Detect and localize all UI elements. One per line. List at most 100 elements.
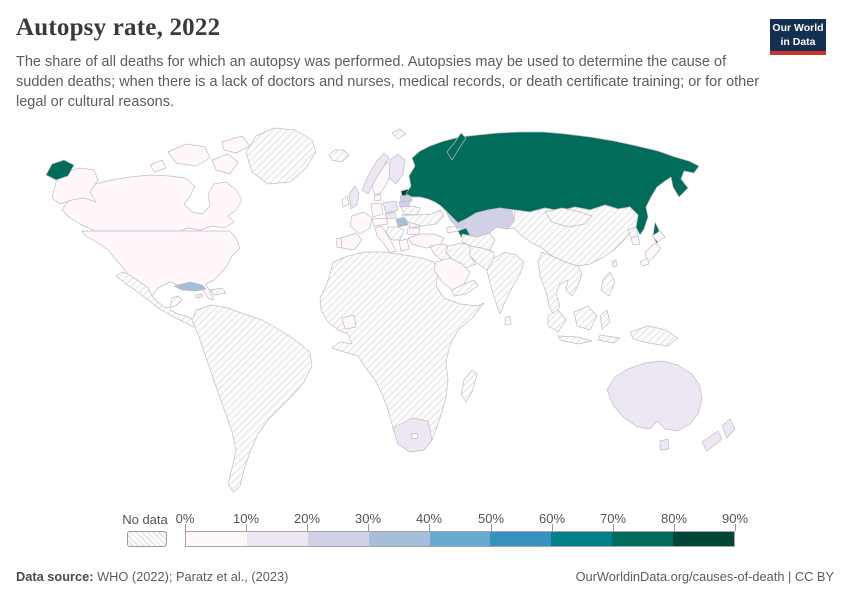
country-russia-chukotka[interactable] bbox=[45, 159, 75, 181]
country-new-zealand-south[interactable] bbox=[701, 430, 723, 452]
country-georgia[interactable] bbox=[445, 225, 459, 234]
country-canada-island[interactable] bbox=[221, 135, 251, 154]
country-italy[interactable] bbox=[374, 225, 397, 254]
region-java[interactable] bbox=[557, 335, 593, 345]
region-southeast-asia[interactable] bbox=[537, 251, 583, 317]
region-sumatra[interactable] bbox=[547, 309, 567, 333]
region-madagascar[interactable] bbox=[460, 369, 478, 403]
country-ireland[interactable] bbox=[341, 195, 350, 208]
country-czechia[interactable] bbox=[384, 211, 397, 220]
region-belarus[interactable] bbox=[400, 205, 421, 216]
country-canada-island[interactable] bbox=[167, 143, 211, 167]
country-russia-novaya-zemlya[interactable] bbox=[446, 132, 467, 161]
page-title: Autopsy rate, 2022 bbox=[16, 14, 221, 41]
region-yemen-oman[interactable] bbox=[451, 279, 479, 297]
country-hungary[interactable] bbox=[395, 216, 409, 228]
legend-tick bbox=[307, 524, 308, 531]
region-jamaica[interactable] bbox=[195, 293, 203, 299]
legend-tick bbox=[735, 524, 736, 531]
country-greece[interactable] bbox=[398, 238, 410, 252]
country-australia-tasmania[interactable] bbox=[659, 438, 670, 451]
legend-bin-5[interactable] bbox=[490, 532, 552, 546]
region-lesser-sunda[interactable] bbox=[597, 334, 621, 344]
legend-tick-label: 70% bbox=[599, 511, 627, 526]
legend-tick-label: 80% bbox=[660, 511, 688, 526]
country-france[interactable] bbox=[349, 211, 373, 235]
legend-bin-2[interactable] bbox=[307, 532, 369, 546]
country-norway[interactable] bbox=[361, 152, 390, 195]
region-lesotho[interactable] bbox=[410, 432, 419, 440]
owid-link[interactable]: OurWorldinData.org/causes-of-death | CC … bbox=[575, 569, 834, 584]
country-cuba[interactable] bbox=[173, 281, 207, 292]
legend-no-data-label: No data bbox=[122, 512, 168, 527]
legend-bin-4[interactable] bbox=[429, 532, 491, 546]
legend-bin-0[interactable] bbox=[186, 532, 247, 546]
legend-color-bar bbox=[185, 531, 735, 547]
country-portugal[interactable] bbox=[335, 237, 343, 249]
owid-logo-line2: in Data bbox=[780, 35, 816, 48]
legend-bin-8[interactable] bbox=[673, 532, 735, 546]
region-taiwan[interactable] bbox=[611, 259, 618, 268]
owid-logo[interactable]: Our World in Data bbox=[770, 19, 826, 56]
legend-tick bbox=[491, 524, 492, 531]
country-japan-kyushu[interactable] bbox=[639, 257, 650, 267]
legend-tick bbox=[429, 524, 430, 531]
data-source-note: Data source: WHO (2022); Paratz et al., … bbox=[16, 569, 288, 584]
region-philippines[interactable] bbox=[600, 271, 616, 297]
legend-tick-label: 10% bbox=[232, 511, 260, 526]
legend-no-data-swatch[interactable] bbox=[127, 531, 167, 547]
legend-tick bbox=[552, 524, 553, 531]
country-denmark[interactable] bbox=[373, 193, 382, 202]
country-japan-hokkaido[interactable] bbox=[651, 230, 666, 243]
legend-tick bbox=[613, 524, 614, 531]
region-svalbard[interactable] bbox=[391, 128, 407, 140]
legend-tick bbox=[368, 524, 369, 531]
legend-bin-3[interactable] bbox=[368, 532, 430, 546]
region-ukraine[interactable] bbox=[401, 209, 445, 227]
country-canada-island[interactable] bbox=[149, 159, 167, 173]
data-source-text: WHO (2022); Paratz et al., (2023) bbox=[93, 569, 289, 584]
region-south-america[interactable] bbox=[191, 304, 313, 493]
country-uk[interactable] bbox=[348, 185, 360, 210]
region-balkans[interactable] bbox=[385, 226, 405, 241]
region-mongolia[interactable] bbox=[544, 207, 593, 228]
country-spain[interactable] bbox=[340, 232, 363, 251]
country-austria[interactable] bbox=[371, 217, 389, 227]
country-latvia[interactable] bbox=[399, 194, 413, 203]
legend-tick bbox=[674, 524, 675, 531]
region-mexico-central-america[interactable] bbox=[115, 271, 200, 328]
country-finland[interactable] bbox=[388, 153, 406, 185]
legend-tick-label: 90% bbox=[721, 511, 749, 526]
data-source-label: Data source: bbox=[16, 569, 94, 584]
region-new-guinea[interactable] bbox=[629, 325, 679, 347]
region-china[interactable] bbox=[506, 204, 639, 267]
legend-tick-label: 60% bbox=[538, 511, 566, 526]
legend-bin-1[interactable] bbox=[246, 532, 308, 546]
region-sri-lanka[interactable] bbox=[504, 315, 512, 326]
legend-bin-7[interactable] bbox=[612, 532, 674, 546]
country-turkey[interactable] bbox=[407, 233, 445, 249]
legend-bin-6[interactable] bbox=[551, 532, 613, 546]
region-greenland[interactable] bbox=[245, 127, 317, 185]
chart-subtitle: The share of all deaths for which an aut… bbox=[16, 54, 760, 110]
region-hispaniola[interactable] bbox=[209, 287, 227, 296]
country-cote-divoire[interactable] bbox=[341, 314, 357, 330]
legend-tick-label: 50% bbox=[477, 511, 505, 526]
region-borneo[interactable] bbox=[573, 305, 598, 331]
legend-tick-label: 40% bbox=[415, 511, 443, 526]
legend-tick bbox=[185, 524, 186, 531]
owid-logo-line1: Our World bbox=[772, 22, 824, 34]
country-poland[interactable] bbox=[382, 200, 399, 214]
country-south-korea[interactable] bbox=[630, 235, 641, 246]
country-australia[interactable] bbox=[606, 360, 703, 432]
region-sulawesi[interactable] bbox=[599, 309, 611, 330]
country-bulgaria[interactable] bbox=[406, 227, 421, 236]
legend-tick-label: 20% bbox=[293, 511, 321, 526]
region-iceland[interactable] bbox=[328, 149, 350, 163]
country-new-zealand-north[interactable] bbox=[721, 418, 736, 439]
country-germany[interactable] bbox=[370, 202, 384, 218]
legend-tick-label: 0% bbox=[175, 511, 195, 526]
country-canada-island[interactable] bbox=[211, 153, 239, 175]
region-india[interactable] bbox=[486, 251, 525, 315]
region-iran[interactable] bbox=[445, 242, 477, 269]
